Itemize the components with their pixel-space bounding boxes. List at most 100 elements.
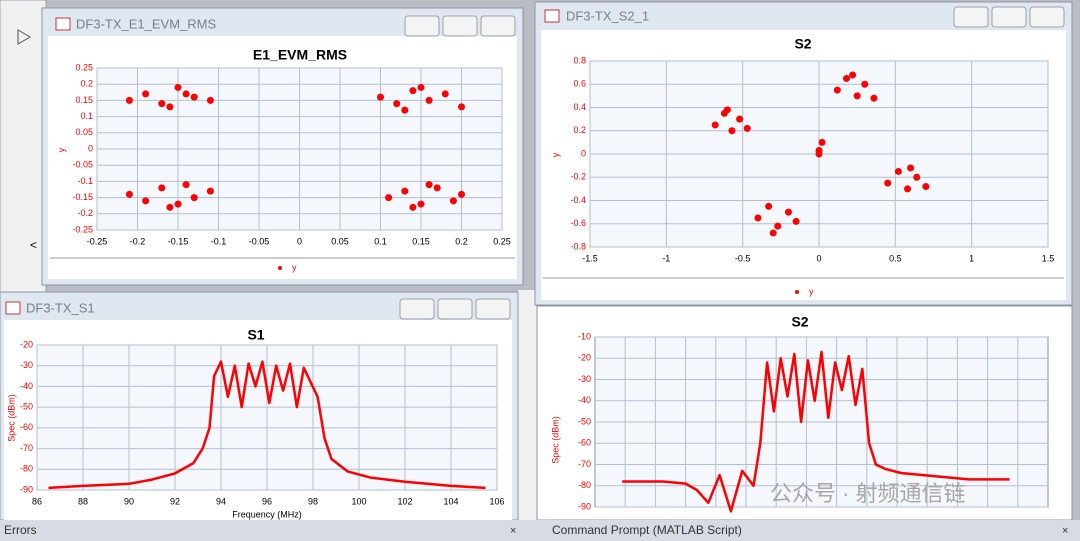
y-tick-label: 0.8 (573, 55, 586, 65)
x-tick-label: -0.5 (735, 253, 751, 263)
x-tick-label: -0.2 (130, 236, 146, 246)
y-tick-label: 0 (88, 143, 93, 153)
minimize-button[interactable] (404, 15, 440, 37)
y-tick-label: -30 (578, 374, 591, 384)
point (922, 183, 930, 191)
point (166, 103, 174, 111)
background-window (0, 0, 47, 293)
point (849, 71, 857, 79)
legend-label: y (292, 262, 297, 272)
y-tick-label: -0.4 (570, 195, 586, 205)
y-tick-label: -50 (20, 402, 33, 412)
close-panel[interactable]: × (1062, 525, 1068, 537)
close-button[interactable] (480, 15, 516, 37)
close-panel[interactable]: × (510, 525, 516, 537)
x-tick-label: 98 (308, 496, 318, 506)
point (174, 200, 182, 208)
point (142, 197, 150, 205)
y-tick-label: -0.2 (570, 172, 586, 182)
maximize-button[interactable] (991, 6, 1027, 28)
y-tick-label: -50 (578, 416, 591, 426)
y-tick-label: 0.4 (573, 102, 586, 112)
point (728, 127, 736, 135)
x-tick-label: -1 (662, 253, 670, 263)
play-icon[interactable] (17, 29, 31, 45)
point (784, 208, 792, 216)
point (853, 92, 861, 100)
x-tick-label: 94 (216, 496, 226, 506)
y-tick-label: -60 (578, 438, 591, 448)
minimize-button[interactable] (399, 298, 435, 320)
chart: S2 -0.8 -0.6 -0.4 -0.2 0 0.2 0.4 0.6 0.8 -1.5 -1 -0.… (550, 36, 1054, 297)
minimize-button[interactable] (953, 6, 989, 28)
point (401, 106, 409, 114)
point (792, 217, 800, 225)
point (458, 190, 465, 198)
y-axis-label: y (550, 152, 560, 157)
close-button[interactable] (1029, 6, 1065, 28)
point (377, 93, 384, 101)
y-tick-label: -0.1 (77, 176, 93, 186)
x-tick-label: 1 (969, 253, 974, 263)
point (125, 190, 133, 198)
y-tick-label: -70 (20, 443, 33, 453)
x-tick-label: -0.05 (249, 236, 270, 246)
scroll-arrow[interactable]: < (30, 238, 37, 252)
y-axis-label: y (56, 147, 66, 152)
x-tick-label: 90 (124, 496, 134, 506)
watermark: 公众号 · 射频通信链 (770, 481, 966, 506)
point (818, 138, 826, 146)
y-tick-label: -20 (20, 339, 33, 349)
point (894, 167, 902, 175)
legend-label: y (809, 286, 814, 296)
y-tick-label: -0.25 (72, 224, 93, 234)
window-icon (55, 17, 71, 31)
point (174, 83, 182, 91)
point (417, 200, 425, 208)
point (754, 214, 762, 222)
point (769, 229, 777, 237)
point (401, 187, 409, 195)
x-tick-label: 100 (351, 496, 366, 506)
maximize-button[interactable] (442, 15, 478, 37)
point (125, 96, 133, 104)
point (458, 103, 465, 111)
y-tick-label: -0.2 (77, 208, 93, 218)
x-tick-label: 0.25 (493, 236, 511, 246)
point (206, 187, 214, 195)
y-tick-label: 0.15 (75, 95, 93, 105)
chart-title: S2 (791, 314, 808, 330)
legend-marker (278, 266, 282, 270)
point (913, 173, 921, 181)
x-tick-label: 0.05 (331, 236, 349, 246)
close-button[interactable] (475, 298, 511, 320)
y-axis-label: Spec (dBm) (6, 394, 16, 442)
point (385, 194, 393, 202)
charts: E1_EVM_RMS -0.25 -0.2 -0.15 -0.1 -0.05 0 0.05 0.… (6, 36, 1054, 520)
point (182, 181, 190, 189)
spectrum-line (48, 360, 486, 490)
point (425, 181, 433, 189)
point (842, 74, 850, 82)
point (774, 222, 782, 230)
y-tick-label: -90 (578, 501, 591, 511)
x-axis-label: Frequency (MHz) (232, 509, 302, 519)
point (736, 115, 744, 123)
point (166, 203, 174, 211)
x-tick-label: 102 (397, 496, 412, 506)
point (765, 202, 773, 210)
maximize-button[interactable] (437, 298, 473, 320)
y-tick-label: 0.6 (573, 79, 586, 89)
point (190, 93, 198, 101)
point (723, 106, 731, 114)
point (833, 86, 841, 94)
point (441, 90, 449, 98)
point (711, 121, 719, 129)
point (449, 197, 457, 205)
x-tick-label: 86 (32, 496, 42, 506)
chart-body: S2 -0.8 -0.6 -0.4 -0.2 0 0.2 0.4 0.6 0.8 -1.5 -1 -0.… (550, 36, 1054, 264)
x-tick-label: 0.5 (889, 253, 902, 263)
x-tick-label: -0.1 (211, 236, 227, 246)
x-tick-label: -0.15 (168, 236, 189, 246)
x-tick-label: 106 (489, 496, 504, 506)
